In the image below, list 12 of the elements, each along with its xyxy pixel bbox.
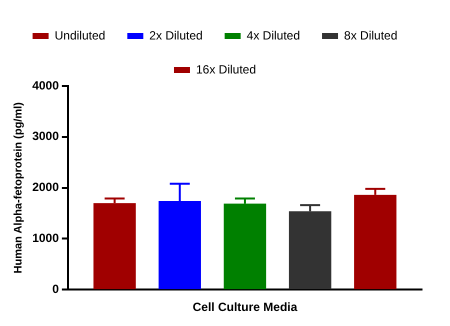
- y-tick-label: 0: [52, 282, 60, 296]
- y-tick-label: 2000: [32, 180, 60, 194]
- legend-label: 2x Diluted: [149, 28, 203, 42]
- legend-label: 4x Diluted: [246, 28, 300, 42]
- y-tick-label: 4000: [32, 78, 60, 92]
- legend-label: Undiluted: [54, 28, 106, 42]
- legend-label: 16x Diluted: [196, 62, 256, 76]
- y-axis-title: Human Alpha-fetoprotein (pg/ml): [12, 102, 25, 274]
- y-tick-label: 3000: [32, 129, 60, 144]
- legend-label: 8x Diluted: [344, 28, 398, 42]
- x-tick-label: Cell Culture Media: [192, 300, 298, 314]
- y-tick-label: 1000: [32, 231, 60, 246]
